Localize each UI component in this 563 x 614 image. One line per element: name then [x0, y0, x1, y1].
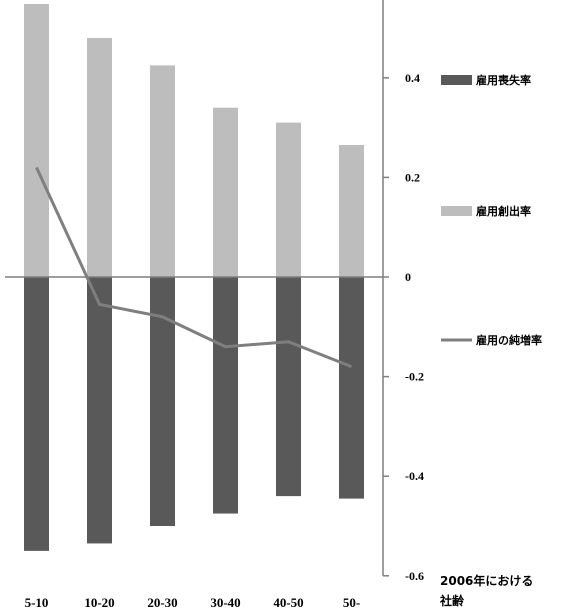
x-category-label: 20-30 — [147, 595, 177, 610]
bar-loss-10-20 — [87, 277, 112, 544]
legend-swatch — [441, 206, 472, 216]
legend-label: 雇用創出率 — [476, 204, 531, 218]
x-axis-title-line: 2006年における — [440, 573, 533, 588]
x-axis-title: 2006年における社齢 — [439, 573, 533, 608]
legend-label: 雇用喪失率 — [476, 73, 531, 87]
y-tick-label: -0.2 — [405, 370, 424, 384]
y-tick-label: -0.4 — [405, 469, 424, 483]
x-category-label: 50- — [343, 595, 360, 610]
bars-layer — [24, 4, 364, 551]
bar-loss-30-40 — [213, 277, 238, 514]
bar-loss-40-50 — [276, 277, 301, 497]
y-tick-label: 0.4 — [405, 71, 420, 85]
x-category-label: 30-40 — [210, 595, 240, 610]
legend-label: 雇用の純増率 — [476, 333, 542, 347]
net-rate-line — [35, 166, 353, 369]
bar-creation-30-40 — [213, 107, 238, 278]
y-axis-ticks: 0.4 0.2 0 -0.2 -0.4 -0.6 — [383, 71, 424, 583]
y-tick-label: 0.2 — [405, 170, 420, 184]
bar-creation-5-10 — [24, 4, 49, 277]
y-tick-label: 0 — [405, 270, 411, 284]
x-axis-category-labels: 5-10 10-20 20-30 30-40 40-50 50- — [25, 595, 361, 610]
net-rate-line-layer — [35, 166, 353, 369]
x-category-label: 5-10 — [25, 595, 49, 610]
y-tick-label: -0.6 — [405, 569, 424, 583]
bar-creation-50- — [339, 145, 364, 277]
x-category-label: 10-20 — [84, 595, 114, 610]
x-category-label: 40-50 — [273, 595, 303, 610]
bar-creation-40-50 — [276, 122, 301, 278]
bar-loss-5-10 — [24, 277, 49, 551]
bar-loss-50- — [339, 277, 364, 499]
x-axis-title-line: 社齢 — [439, 593, 465, 608]
bar-creation-10-20 — [87, 37, 112, 278]
bar-creation-20-30 — [150, 65, 175, 277]
legend-swatch — [441, 75, 472, 85]
